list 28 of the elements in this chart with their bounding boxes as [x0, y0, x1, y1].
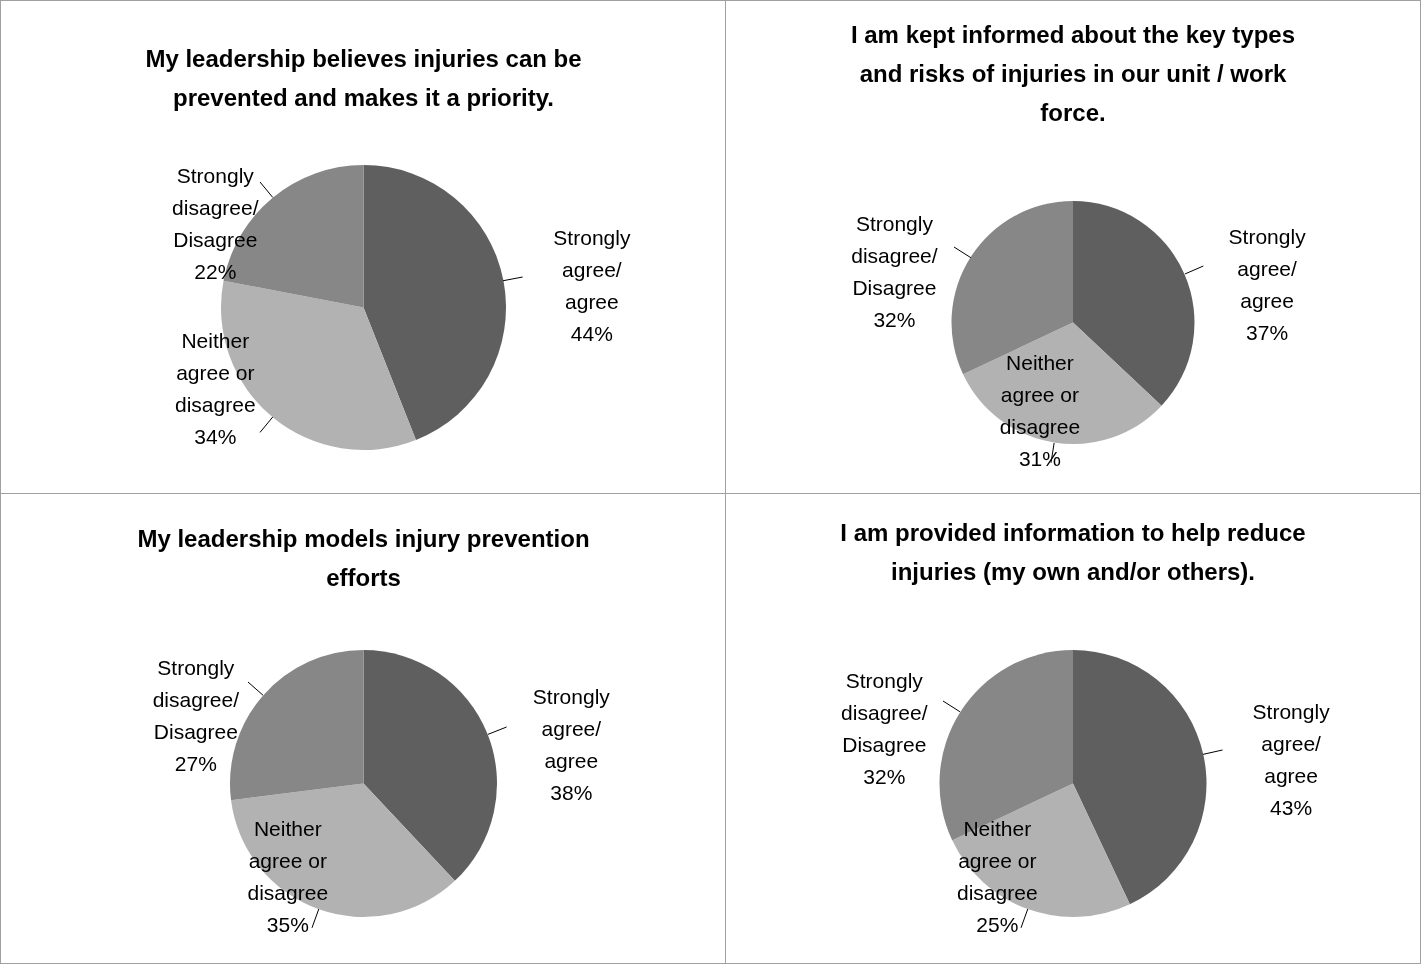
slice-label: Strongly disagree/ Disagree [841, 668, 928, 756]
slice-label: Strongly disagree/ Disagree [152, 656, 240, 744]
slice-label: Strongly agree/ agree [532, 685, 611, 773]
data-label: 27% [174, 752, 217, 776]
data-label: 25% [976, 912, 1019, 936]
chart-title: My leadership believes injuries can be prevented and makes it a priority. [144, 44, 583, 113]
data-label: 44% [570, 322, 613, 346]
data-label: 43% [1270, 796, 1313, 820]
slice-label: Neither agree or disagree [957, 816, 1038, 904]
data-label: 35% [266, 912, 309, 936]
slice-label: Neither agree or disagree [247, 816, 329, 904]
data-label: 32% [873, 308, 916, 332]
slice-label: Neither agree or disagree [999, 351, 1081, 439]
data-label: 31% [1018, 447, 1061, 471]
chart-title: My leadership models injury prevention efforts [136, 524, 591, 593]
slice-label: Strongly disagree/ Disagree [851, 212, 938, 300]
chart-title: I am kept informed about the key types and risks of injuries in our unit / work force. [849, 20, 1297, 128]
slice-label: Strongly agree/ agree [1252, 700, 1331, 788]
data-label: 38% [550, 781, 593, 805]
data-label: 37% [1246, 321, 1289, 345]
slice-label: Strongly disagree/ Disagree [172, 163, 259, 251]
slice-label: Strongly agree/ agree [1228, 225, 1307, 313]
data-label: 22% [194, 259, 237, 283]
slice-label: Neither agree or disagree [175, 328, 256, 416]
data-label: 32% [863, 764, 906, 788]
chart-title: I am provided information to help reduce injuries (my own and/or others). [839, 518, 1307, 587]
data-label: 34% [194, 424, 237, 448]
slice-label: Strongly agree/ agree [553, 226, 631, 314]
